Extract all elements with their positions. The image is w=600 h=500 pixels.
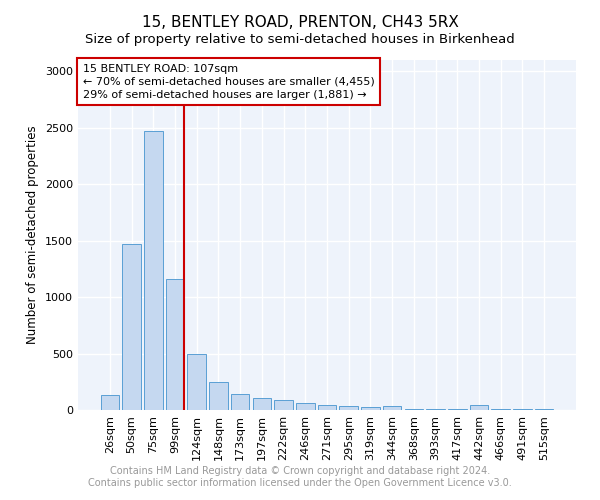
Bar <box>383 406 401 410</box>
Text: Size of property relative to semi-detached houses in Birkenhead: Size of property relative to semi-detach… <box>85 32 515 46</box>
Bar <box>231 394 250 410</box>
Bar <box>274 400 293 410</box>
Bar <box>187 354 206 410</box>
Bar <box>340 406 358 410</box>
Text: 15 BENTLEY ROAD: 107sqm
← 70% of semi-detached houses are smaller (4,455)
29% of: 15 BENTLEY ROAD: 107sqm ← 70% of semi-de… <box>83 64 375 100</box>
Text: Contains HM Land Registry data © Crown copyright and database right 2024.
Contai: Contains HM Land Registry data © Crown c… <box>88 466 512 487</box>
Bar <box>296 403 314 410</box>
Bar <box>209 382 227 410</box>
Bar <box>144 131 163 410</box>
Text: 15, BENTLEY ROAD, PRENTON, CH43 5RX: 15, BENTLEY ROAD, PRENTON, CH43 5RX <box>142 15 458 30</box>
Bar <box>122 244 141 410</box>
Bar <box>361 407 380 410</box>
Bar <box>101 396 119 410</box>
Bar <box>166 279 184 410</box>
Bar <box>253 398 271 410</box>
Bar <box>318 405 336 410</box>
Y-axis label: Number of semi-detached properties: Number of semi-detached properties <box>26 126 40 344</box>
Bar <box>470 406 488 410</box>
